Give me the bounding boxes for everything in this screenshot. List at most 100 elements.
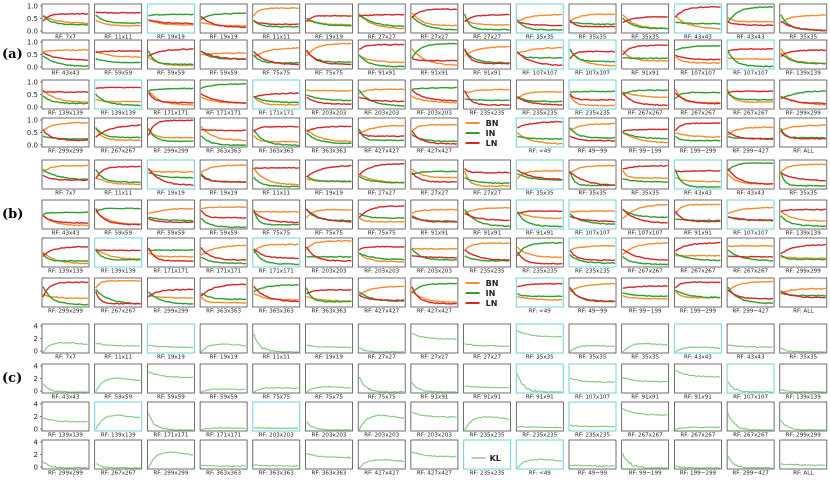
y-tick-label: 0.5: [27, 129, 38, 137]
series-line-ln: [516, 251, 563, 265]
subplot: RF: 59x59: [94, 199, 143, 237]
subplot: RF: 171x171: [199, 79, 248, 117]
series-line-ln: [727, 47, 774, 52]
series-line-in: [464, 176, 510, 185]
series-line-in: [727, 249, 774, 262]
subplot: RF: 59x59: [199, 199, 248, 237]
series-line-ln: [147, 288, 194, 298]
series-line-ln: [516, 169, 563, 181]
series-line-in: [253, 176, 299, 188]
subplot: RF: 107x107: [515, 39, 564, 77]
subplot: RF: 139x139: [779, 39, 828, 77]
series-line-bn: [675, 56, 721, 65]
series-line-in: [569, 90, 616, 93]
subplot: RF: 91x91: [410, 363, 459, 401]
subplot: RF: 27x27: [410, 323, 459, 361]
series-line-in: [306, 255, 352, 258]
subplot: RF: 267x267: [621, 401, 670, 439]
series-line-ln: [253, 125, 299, 133]
subplot-label: RF: 91x91: [526, 395, 554, 401]
series-line-bn: [411, 48, 457, 66]
series-line-in: [200, 256, 247, 265]
subplot-label: RF: 35x35: [526, 355, 554, 361]
series-line-kl: [780, 463, 826, 467]
series-line-kl: [780, 389, 826, 393]
series-line-bn: [95, 127, 141, 142]
series-line-bn: [411, 247, 457, 250]
series-line-ln: [95, 208, 141, 226]
series-line-in: [675, 252, 721, 262]
subplot: RF: 91x91: [621, 363, 670, 401]
series-line-ln: [569, 19, 616, 28]
series-line-ln: [411, 254, 458, 259]
subplot: RF: 11x11: [252, 323, 301, 361]
series-line-bn: [728, 57, 774, 61]
series-line-in: [464, 98, 510, 102]
series-line-bn: [358, 88, 405, 95]
subplot-frame: [305, 401, 353, 432]
panel-0: (a) RF: 7x7 1.0 0.5 0.0 RF: 11x11 RF: 19x19 RF:…: [2, 2, 828, 155]
subplot-label: RF: 199~299: [680, 471, 717, 477]
series-line-ln: [305, 208, 352, 223]
subplot: RF: 19x19: [146, 323, 195, 361]
series-line-bn: [622, 90, 668, 99]
subplot-frame: [674, 363, 722, 394]
subplot-frame: [515, 323, 564, 354]
subplot-frame: [463, 401, 511, 432]
subplot: RF: ALL: [779, 439, 828, 477]
series-line-ln: [147, 92, 194, 104]
series-line-kl: [570, 464, 615, 467]
subplot: RF: 299x299: [779, 401, 828, 439]
subplot-label: RF: 235x235: [470, 269, 505, 275]
series-line-kl: [517, 425, 563, 429]
subplot-frame: [568, 117, 617, 148]
subplot-frame: [41, 117, 90, 148]
subplot-label: RF: 107x107: [733, 231, 768, 237]
series-line-in: [569, 21, 616, 26]
subplot-frame: [357, 199, 406, 230]
subplot-frame: [305, 159, 353, 190]
series-line-bn: [675, 254, 721, 257]
y-tick-label: 2: [34, 375, 38, 383]
series-line-in: [516, 51, 563, 59]
subplot-label: RF: 43x43: [684, 35, 712, 41]
subplot-label: RF: 199~299: [680, 309, 717, 315]
subplot: RF: 19x19: [199, 3, 248, 41]
subplot: RF: 91x91: [357, 39, 406, 77]
series-line-kl: [42, 341, 88, 353]
subplot-frame: [252, 401, 301, 432]
subplot: RF: 11x11: [94, 3, 143, 41]
subplot-frame: [410, 237, 459, 268]
series-line-in: [780, 89, 826, 100]
series-line-ln: [780, 243, 826, 255]
series-line-kl: [358, 414, 405, 431]
series-line-bn: [464, 242, 510, 252]
y-tick-label: 0: [34, 347, 38, 355]
series-line-ln: [727, 21, 774, 27]
series-line-bn: [200, 244, 247, 256]
subplot: RF: 43x43: [673, 159, 722, 197]
series-line-kl: [675, 369, 721, 378]
subplot: RF: 299x299: [147, 439, 195, 477]
subplot: RF: 203x203: [305, 237, 353, 275]
subplot-label: RF: 19x19: [315, 355, 343, 361]
subplot-label: RF: 91x91: [473, 231, 501, 237]
series-line-kl: [622, 453, 668, 469]
subplot-label: RF: ALL: [793, 309, 814, 315]
subplot-label: RF: 171x171: [206, 111, 241, 117]
subplot-label: RF: 203x203: [312, 111, 347, 117]
series-line-bn: [42, 89, 88, 103]
series-line-kl: [464, 342, 510, 347]
subplot-frame: [357, 363, 406, 394]
series-line-in: [780, 52, 826, 65]
series-line-ln: [148, 19, 194, 25]
series-line-bn: [148, 252, 194, 258]
subplot-label: RF: 299x299: [153, 149, 188, 155]
series-line-in: [306, 94, 352, 102]
subplot: RF: 27x27: [410, 3, 459, 41]
series-line-bn: [780, 124, 826, 132]
series-line-ln: [674, 92, 721, 105]
series-line-kl: [42, 383, 88, 393]
series-line-bn: [622, 294, 668, 300]
series-line-bn: [622, 242, 668, 256]
